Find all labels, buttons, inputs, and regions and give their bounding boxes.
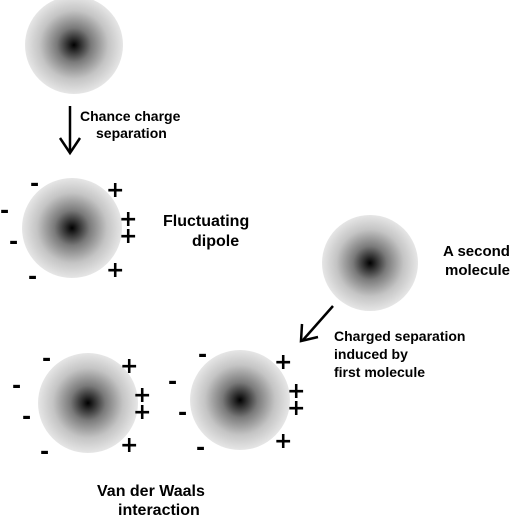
diagonal-arrow-icon [299, 305, 334, 343]
plus-sign: + [287, 396, 305, 421]
second-molecule-label-line2: molecule [445, 262, 510, 279]
molecule-interacting-left [38, 353, 138, 453]
minus-sign: - [178, 401, 187, 426]
plus-sign: + [106, 258, 124, 283]
plus-sign: + [119, 207, 137, 232]
minus-sign: - [0, 199, 9, 224]
vdw-label-line2: interaction [118, 502, 200, 516]
molecule-interacting-right [190, 350, 290, 450]
fluctuating-label-line2: dipole [192, 233, 239, 250]
dipole-charges: - - - - + + + + [0, 172, 137, 290]
induced-label-line2: induced by [334, 346, 408, 362]
minus-sign: - [42, 347, 51, 372]
minus-sign: - [12, 374, 21, 399]
molecule-initial [25, 0, 123, 94]
plus-sign: + [274, 429, 292, 454]
molecule-second [322, 215, 418, 311]
plus-sign: + [120, 354, 138, 379]
down-arrow-icon [58, 106, 82, 156]
chance-label-line1: Chance charge [80, 108, 181, 124]
fluctuating-label-line1: Fluctuating [163, 213, 249, 230]
plus-sign: + [287, 379, 305, 404]
plus-sign: + [120, 433, 138, 458]
plus-sign: + [274, 350, 292, 375]
minus-sign: - [22, 405, 31, 430]
minus-sign: - [9, 230, 18, 255]
chance-label-line2: separation [96, 125, 167, 141]
plus-sign: + [106, 178, 124, 203]
plus-sign: + [119, 224, 137, 249]
minus-sign: - [196, 436, 205, 461]
induced-label-line1: Charged separation [334, 328, 465, 344]
molecule-fluctuating-dipole [22, 178, 122, 278]
minus-sign: - [40, 440, 49, 465]
plus-sign: + [133, 383, 151, 408]
minus-sign: - [30, 172, 39, 197]
plus-sign: + [133, 400, 151, 425]
left-molecule-charges: - - - - + + + + [12, 347, 151, 465]
minus-sign: - [28, 265, 37, 290]
induced-label-line3: first molecule [334, 364, 425, 380]
minus-sign: - [168, 370, 177, 395]
vdw-label-line1: Van der Waals [97, 483, 205, 500]
second-molecule-label-line1: A second [443, 243, 510, 260]
minus-sign: - [198, 343, 207, 368]
right-molecule-charges: - - - - + + + + [168, 343, 305, 461]
